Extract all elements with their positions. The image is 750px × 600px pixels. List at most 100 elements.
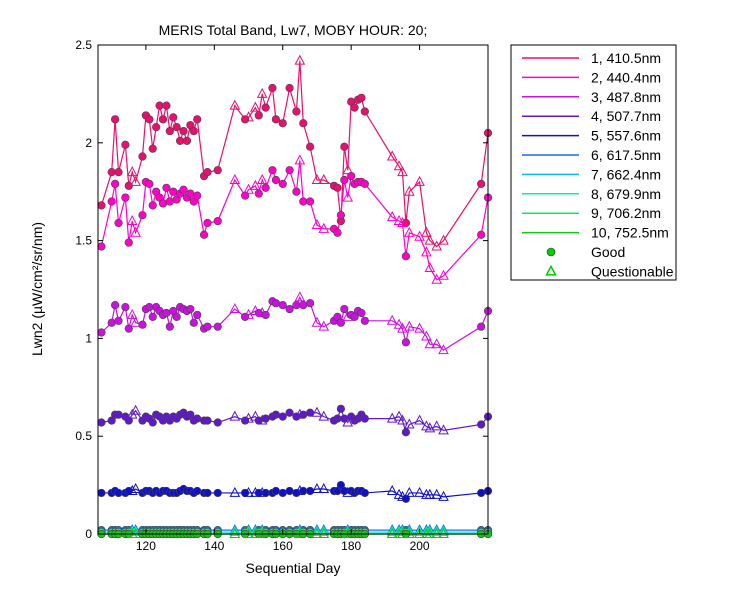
questionable-marker [318, 525, 330, 537]
good-marker [477, 420, 486, 429]
questionable-marker [311, 482, 323, 494]
questionable-marker [130, 404, 141, 415]
good-marker [299, 197, 308, 206]
good-marker [360, 316, 369, 325]
legend-good-marker [546, 247, 556, 257]
legend-label: 9, 706.2nm [591, 205, 661, 221]
questionable-marker [414, 322, 425, 333]
good-marker [189, 318, 198, 327]
questionable-marker [126, 484, 138, 495]
questionable-marker [438, 527, 449, 538]
good-marker [254, 111, 263, 120]
series-group [97, 404, 493, 437]
good-marker [107, 168, 116, 177]
good-marker [203, 416, 212, 425]
questionable-marker [318, 222, 330, 233]
questionable-marker [424, 261, 436, 272]
good-marker [114, 410, 123, 419]
good-marker [162, 308, 171, 318]
good-marker [299, 486, 308, 496]
good-marker [292, 301, 301, 310]
questionable-marker [431, 525, 443, 537]
good-marker [193, 414, 202, 423]
good-marker [114, 168, 123, 177]
questionable-marker [438, 490, 449, 501]
good-marker [271, 299, 280, 308]
questionable-marker [393, 410, 405, 421]
questionable-marker [243, 111, 254, 122]
series-line [100, 60, 489, 248]
good-marker [169, 187, 178, 196]
good-marker [340, 142, 349, 151]
questionable-marker [403, 320, 415, 331]
good-marker [477, 179, 486, 188]
good-marker [306, 299, 315, 308]
good-marker [360, 488, 369, 498]
questionable-marker [256, 87, 268, 98]
good-marker [299, 301, 308, 310]
questionable-marker [250, 179, 261, 190]
good-marker [306, 142, 315, 151]
good-marker [285, 486, 294, 496]
good-marker [107, 318, 116, 327]
good-marker [477, 322, 486, 331]
questionable-marker [403, 418, 415, 429]
good-marker [138, 211, 147, 220]
good-marker [213, 488, 222, 498]
questionable-marker [386, 527, 398, 538]
questionable-marker [294, 154, 306, 165]
good-marker [203, 322, 212, 331]
good-marker [261, 183, 270, 192]
good-marker [162, 183, 171, 192]
legend-marker-label: Good [591, 244, 625, 260]
questionable-marker [403, 226, 415, 237]
questionable-marker [414, 175, 425, 186]
questionable-marker [424, 422, 436, 433]
questionable-marker [414, 486, 425, 497]
questionable-marker [130, 226, 141, 237]
questionable-marker [421, 330, 432, 341]
good-marker [114, 316, 123, 325]
questionable-marker [386, 314, 398, 325]
good-marker [114, 488, 123, 498]
questionable-marker [386, 412, 398, 423]
questionable-marker [386, 211, 398, 222]
good-marker [138, 320, 147, 329]
good-marker [203, 218, 212, 228]
good-marker [213, 166, 222, 175]
good-marker [333, 414, 342, 423]
questionable-marker [397, 322, 408, 333]
legend-label: 3, 487.8nm [591, 89, 661, 105]
good-marker [203, 168, 212, 177]
questionable-marker [431, 338, 443, 349]
good-marker [271, 410, 280, 419]
questionable-marker [243, 412, 254, 423]
questionable-marker [311, 527, 323, 538]
questionable-marker [403, 185, 415, 196]
good-marker [477, 488, 486, 498]
questionable-marker [438, 525, 449, 537]
questionable-marker [421, 246, 432, 257]
good-marker [477, 230, 486, 239]
x-axis-title: Sequential Day [246, 560, 341, 576]
good-marker [261, 103, 270, 112]
good-marker [193, 115, 202, 124]
questionable-marker [126, 308, 138, 319]
questionable-marker [386, 484, 398, 495]
questionable-marker [393, 318, 405, 329]
good-marker [179, 126, 188, 136]
x-tick-label: 180 [341, 539, 361, 553]
questionable-marker [431, 488, 443, 499]
legend-questionable-marker [545, 264, 557, 276]
good-marker [176, 136, 185, 145]
questionable-marker [438, 234, 449, 245]
good-marker [285, 166, 294, 175]
good-marker [213, 216, 222, 226]
questionable-marker [229, 302, 241, 314]
good-marker [347, 171, 356, 181]
good-marker [193, 310, 202, 320]
good-marker [350, 103, 359, 112]
good-marker [299, 410, 308, 419]
questionable-marker [256, 173, 268, 184]
good-marker [360, 414, 369, 423]
